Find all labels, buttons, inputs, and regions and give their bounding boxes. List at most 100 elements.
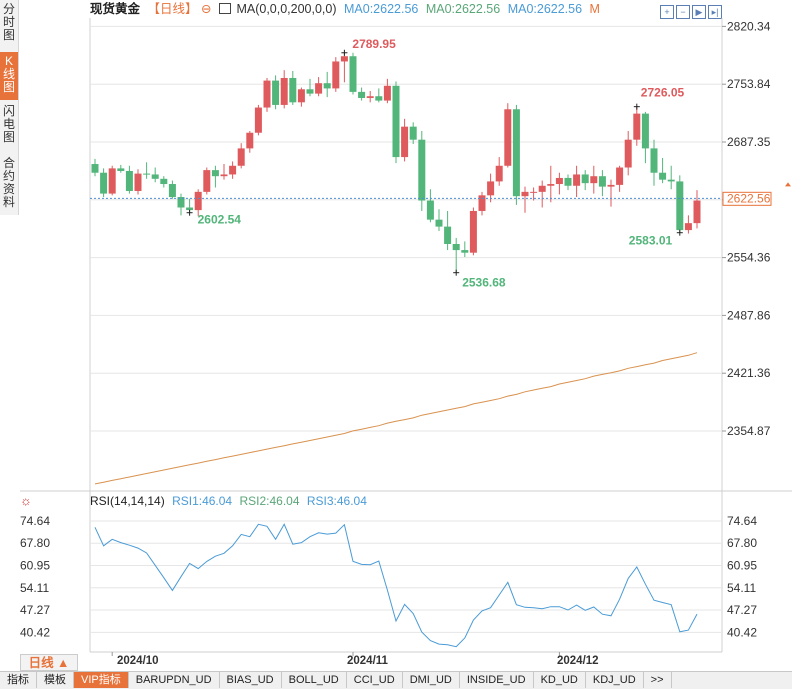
zoom-out-icon[interactable]: − [676,5,690,19]
play-icon[interactable]: ▶ [692,5,706,19]
candle-body [108,168,116,194]
candle-body [117,168,125,171]
rsi-tick-label: 54.11 [727,581,756,595]
bottom-tab-11[interactable]: >> [644,672,672,688]
candle-body [358,91,366,98]
bottom-tab-9[interactable]: KD_UD [534,672,586,688]
candle-body [160,178,168,185]
candle-body [177,197,185,208]
candle-body [134,173,142,191]
extreme-annotation: 2789.95 [352,37,396,51]
bottom-tab-7[interactable]: DMI_UD [403,672,460,688]
rsi-tick-label: 40.42 [727,625,757,639]
price-tick-label: 2487.86 [727,308,771,322]
bottom-tab-3[interactable]: BARUPDN_UD [129,672,220,688]
candle-body [641,113,649,149]
candle-body [366,96,374,98]
bottom-tab-8[interactable]: INSIDE_UD [460,672,534,688]
bottom-tab-10[interactable]: KDJ_UD [586,672,644,688]
bottom-tab-5[interactable]: BOLL_UD [282,672,347,688]
candle-body [478,195,486,211]
candle-body [444,226,452,245]
bottom-tabs: 指标 模板 VIP指标 BARUPDN_UD BIAS_UD BOLL_UD CCI_UD D… [0,671,792,689]
candle-body [590,176,598,184]
x-label-nov: 2024/11 [347,655,388,667]
side-tab-1[interactable]: K线图 [0,52,18,100]
candle-body [452,244,460,251]
candle-body [659,172,667,180]
candle-body [280,77,288,105]
bottom-tab-2[interactable]: VIP指标 [74,672,129,688]
candle-body [263,80,271,108]
candle-body [246,132,254,149]
bottom-tab-1[interactable]: 模板 [37,672,74,688]
candle-body [504,109,512,166]
candle-body [323,83,331,89]
candle-body [538,185,546,192]
candle-body [306,89,314,94]
candle-body [383,85,391,101]
current-price-tag [722,191,772,206]
candle-body [521,191,529,197]
ma200-line [94,352,698,485]
candle-body [203,170,211,192]
step-forward-icon[interactable]: ▸| [708,5,722,19]
candle-body [315,83,323,94]
zoom-in-icon[interactable]: + [660,5,674,19]
candle-body [667,179,675,182]
period-label[interactable]: 【日线】 [147,2,198,16]
candle-body [340,56,348,62]
candle-body [409,126,417,140]
candle-body [143,173,151,175]
ma1-value: MA0:2622.56 [344,2,419,16]
side-tab-3[interactable]: 合约资料 [2,156,15,209]
candle-body [564,177,572,186]
candle-body [624,139,632,168]
rsi-tick-label-left: 74.64 [20,514,50,528]
bottom-tab-0[interactable]: 指标 [0,672,37,688]
candle-body [272,80,280,105]
x-label-dec: 2024/12 [557,655,599,667]
side-tab-2[interactable]: 闪电图 [2,104,15,144]
candle-body [375,96,383,101]
candle-body [530,191,538,193]
price-tick-label: 2421.36 [727,366,771,380]
period-button[interactable]: 日线 ▲ [20,654,78,671]
candle-body [91,164,99,173]
candle-body [616,167,624,185]
candle-body [435,219,443,227]
rsi-tick-label-left: 60.95 [20,559,50,573]
candle-body [512,109,520,197]
current-price-value: 2622.56 [727,191,771,205]
candle-body [650,148,658,173]
extreme-annotation: 2602.54 [198,213,242,227]
ma-settings-icon[interactable] [218,3,231,14]
rsi3-value: RSI3:46.04 [306,494,367,508]
bottom-tab-6[interactable]: CCI_UD [347,672,403,688]
candle-body [392,85,400,158]
candle-body [469,210,477,253]
candle-body [401,126,409,158]
candle-body [693,200,701,224]
candle-body [194,191,202,211]
chart-header: 现货黄金 【日线】 ⊖ MA(0,0,0,200,0,0) MA0:2622.5… [90,0,730,18]
side-tab-0[interactable]: 分时图 [2,2,15,42]
price-tick-label: 2753.84 [727,77,771,91]
rsi-settings-icon[interactable]: ☼ [20,493,32,508]
price-tick-label: 2820.34 [727,19,771,33]
rsi-header: RSI(14,14,14) RSI1:46.04 RSI2:46.04 RSI3… [90,494,371,508]
rsi-tick-label-left: 54.11 [20,581,49,595]
settings-icon[interactable]: ⊖ [201,2,212,16]
instrument-title: 现货黄金 [90,2,141,16]
bottom-tab-4[interactable]: BIAS_UD [220,672,282,688]
ma-params: MA(0,0,0,200,0,0) [236,2,337,16]
candle-body [297,89,305,103]
candle-body [100,172,108,194]
rsi-line [94,523,698,648]
extreme-annotation: 2726.05 [641,86,685,100]
candle-body [573,174,581,186]
ma2-value: MA0:2622.56 [425,2,501,16]
candle-body [211,170,219,177]
candle-body [332,61,340,89]
